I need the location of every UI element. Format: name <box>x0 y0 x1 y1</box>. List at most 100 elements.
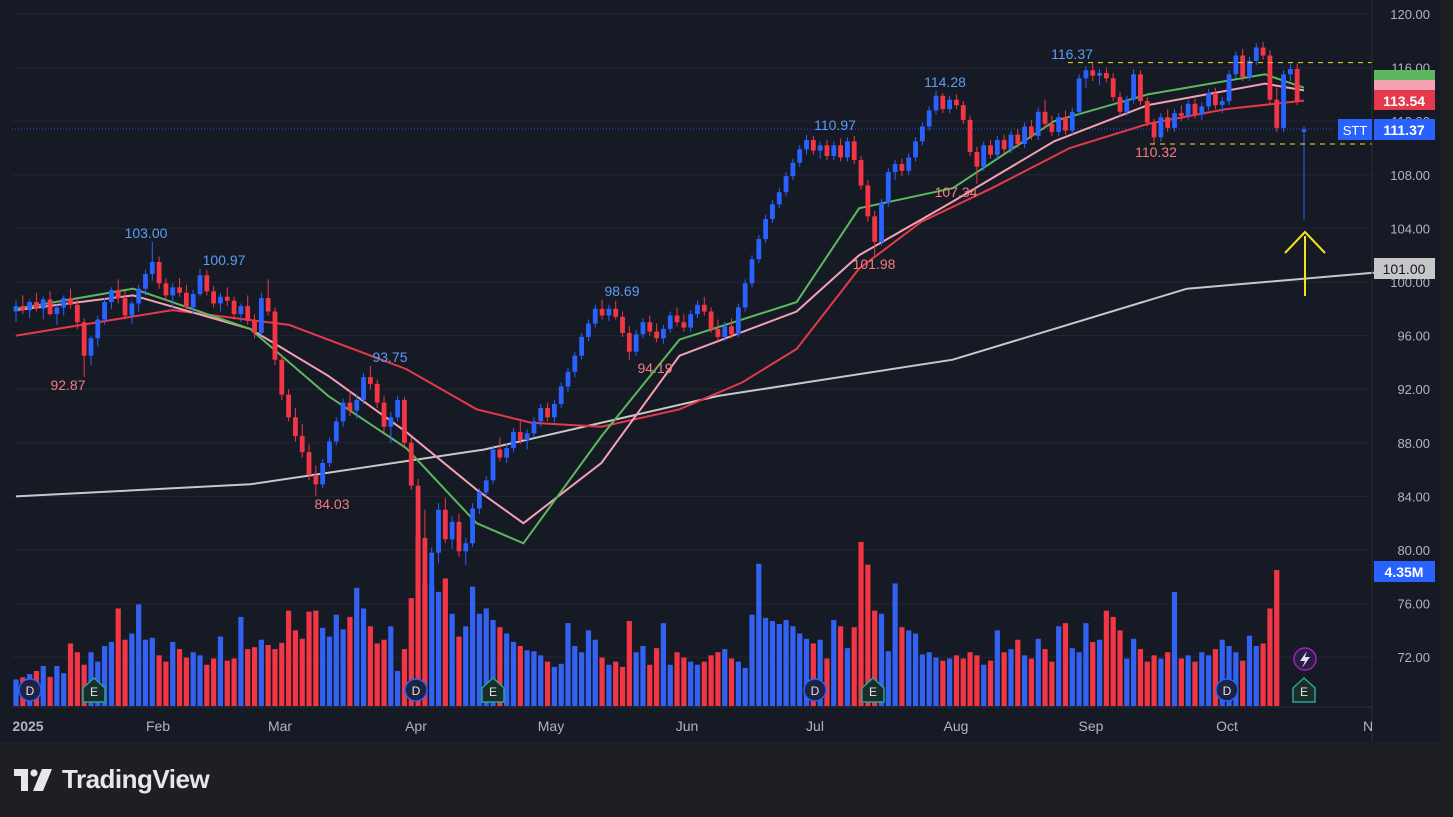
volume-bar <box>1117 630 1123 706</box>
symbol-label: STT <box>1343 123 1368 138</box>
ema50-value: 113.54 <box>1383 93 1425 109</box>
candle <box>831 141 837 161</box>
right-border <box>1440 0 1453 742</box>
volume-bar <box>872 610 878 706</box>
volume-bar <box>163 661 169 706</box>
candle <box>1219 97 1225 114</box>
price-axis[interactable]: 120.00116.00112.00108.00104.00100.0096.0… <box>1371 0 1430 742</box>
price-tick-label: 104.00 <box>1390 221 1430 236</box>
volume-bar <box>81 664 87 706</box>
candle <box>1281 70 1286 132</box>
candle-body <box>756 239 762 260</box>
volume-bar <box>1049 661 1055 706</box>
candle-body <box>960 105 966 120</box>
volume-bar <box>1144 661 1150 706</box>
volume-bar <box>688 661 694 706</box>
candle <box>190 290 196 315</box>
volume-bar <box>967 652 973 706</box>
volume-bar <box>476 613 483 706</box>
time-axis[interactable]: 2025 Feb Mar Apr May Jun Jul Aug Sep Oct N <box>12 706 1373 734</box>
candle <box>231 296 237 320</box>
volume-bar <box>333 614 339 706</box>
candle-body <box>367 377 373 384</box>
candle-body <box>838 145 843 158</box>
candle-body <box>1097 72 1102 76</box>
candle <box>422 509 428 617</box>
candle <box>1144 97 1150 127</box>
candle <box>470 503 475 548</box>
candle <box>456 513 462 557</box>
candle <box>1206 89 1211 111</box>
volume-bar <box>790 626 796 706</box>
candle <box>1301 126 1307 221</box>
candle-body <box>899 164 905 171</box>
volume-bar <box>258 639 264 706</box>
candle <box>858 156 864 190</box>
volume-bar <box>1035 638 1041 706</box>
candlesticks <box>13 42 1307 617</box>
candle <box>988 139 993 159</box>
time-tick-label: Jun <box>676 718 699 734</box>
candle-body <box>299 436 305 453</box>
price-annotations: 103.00 100.97 92.87 84.03 93.75 98.69 94.19 110… <box>50 46 1177 512</box>
candle-body <box>1151 122 1157 138</box>
candle-body <box>81 322 87 356</box>
candle-body <box>831 145 837 157</box>
annotation-label: 110.97 <box>814 117 856 133</box>
annotation-label: 100.97 <box>203 252 246 268</box>
candle-body <box>933 95 939 111</box>
candle-body <box>511 432 516 449</box>
candle-body <box>1049 123 1055 132</box>
candle <box>388 411 394 443</box>
volume-bar <box>865 564 871 706</box>
candle <box>204 269 210 296</box>
candle-body <box>1001 139 1007 150</box>
volume-bar <box>415 535 421 706</box>
ema50-line <box>15 99 1305 428</box>
volume-bar <box>156 655 162 706</box>
candle <box>1185 99 1191 120</box>
candle <box>408 437 414 490</box>
candle-body <box>340 402 346 422</box>
candle <box>88 335 94 366</box>
candle-body <box>1015 134 1021 144</box>
volume-bar <box>851 627 857 706</box>
candle <box>947 95 953 114</box>
chart-panel[interactable]: 103.00 100.97 92.87 84.03 93.75 98.69 94.19 110… <box>0 0 1440 742</box>
volume-bar <box>558 663 564 706</box>
candle-body <box>1172 113 1177 128</box>
volume-bar <box>892 583 898 706</box>
candle <box>1042 99 1048 128</box>
price-chart[interactable]: 103.00 100.97 92.87 84.03 93.75 98.69 94.19 110… <box>0 0 1440 742</box>
volume-bar <box>1185 655 1191 706</box>
candle-body <box>892 164 898 173</box>
volume-bar <box>1219 639 1225 706</box>
candle <box>695 300 700 319</box>
candle-body <box>54 307 60 315</box>
volume-bar <box>538 655 544 706</box>
candle-body <box>1274 99 1280 128</box>
sma200-price-tag-fill <box>1374 258 1435 279</box>
candle <box>851 135 857 165</box>
volume-bar <box>524 650 530 706</box>
volume-bar <box>1042 649 1048 706</box>
tradingview-logo[interactable]: TradingView <box>14 764 210 795</box>
ema10-line <box>15 73 1305 545</box>
candle-body <box>1110 78 1116 98</box>
candle <box>1287 63 1293 81</box>
candle <box>374 379 380 408</box>
candle <box>1035 107 1041 140</box>
candle-body <box>804 139 809 150</box>
volume-bar <box>231 658 237 706</box>
candle-body <box>354 399 360 411</box>
candle <box>299 424 305 458</box>
candle-body <box>183 292 189 308</box>
volume-bar <box>619 666 626 706</box>
svg-text:E: E <box>489 685 497 699</box>
candle <box>1165 109 1171 132</box>
candle-body <box>456 521 462 552</box>
candle-body <box>763 219 769 240</box>
volume-bar <box>1056 626 1062 706</box>
candle <box>558 382 564 408</box>
annotation-label: 107.34 <box>935 184 978 200</box>
